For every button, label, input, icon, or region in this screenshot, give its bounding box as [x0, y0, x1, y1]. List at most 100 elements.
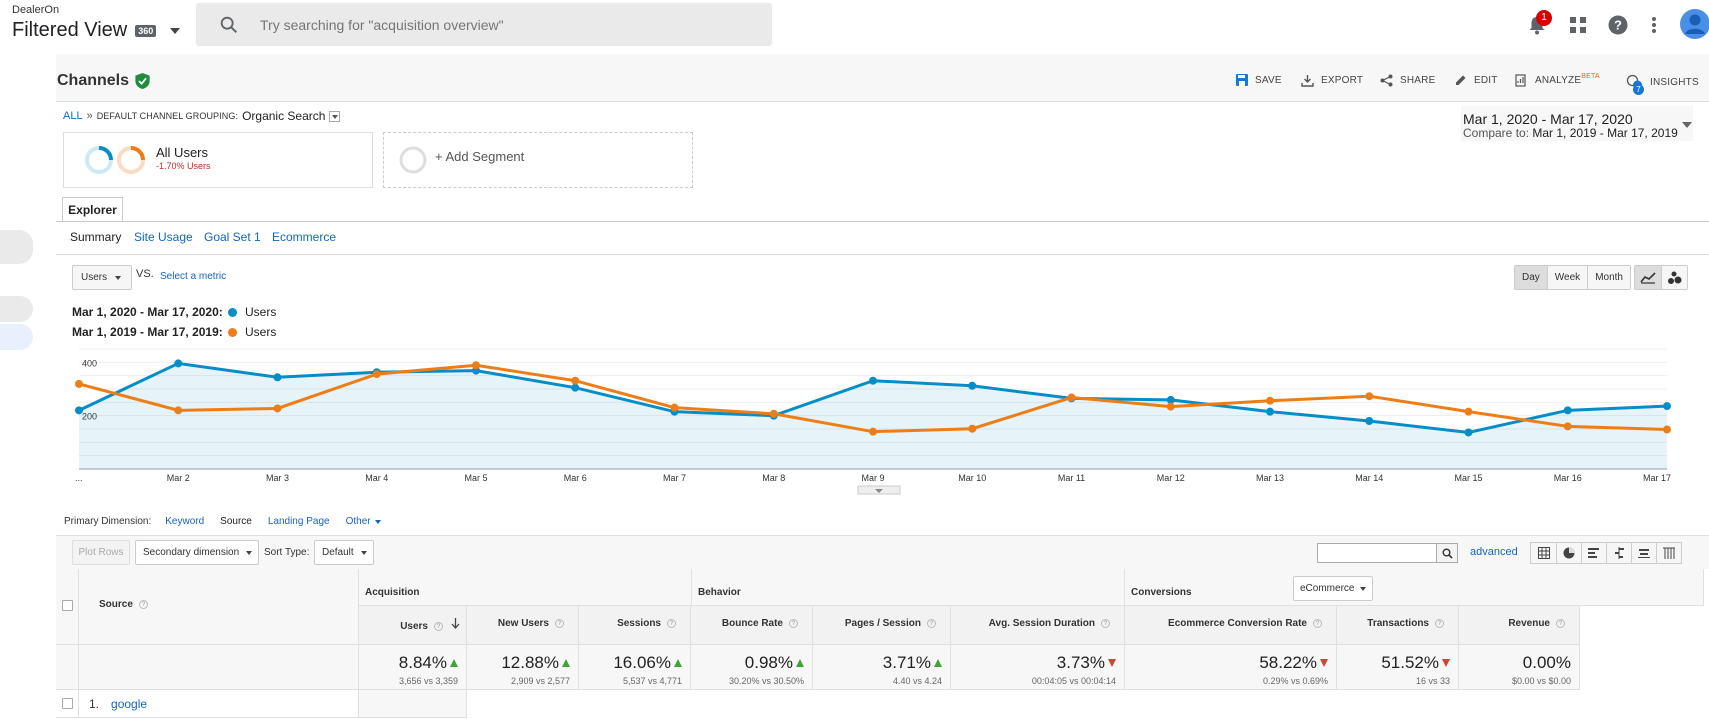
apps-button[interactable] — [1565, 12, 1591, 38]
breadcrumb-all-link[interactable]: ALL — [63, 110, 83, 122]
table-search-button[interactable] — [1436, 543, 1458, 563]
sort-type-dropdown[interactable]: Default — [314, 540, 374, 565]
view-selector[interactable]: Filtered View 360 — [12, 19, 181, 42]
edit-label: EDIT — [1474, 74, 1498, 86]
column-header-transactions[interactable]: Transactions? — [1337, 606, 1459, 645]
column-header-revenue[interactable]: Revenue? — [1459, 606, 1580, 645]
share-label: SHARE — [1400, 75, 1436, 86]
users-line-chart: 200 400... Mar 2 Mar 3 Mar 4 Mar 5 Mar 6 Mar 7 M… — [75, 348, 1671, 495]
select-all-checkbox[interactable] — [62, 600, 73, 611]
help-icon[interactable]: ? — [927, 618, 936, 628]
help-button[interactable]: ? — [1605, 12, 1631, 38]
segment-all-users[interactable]: All Users -1.70% Users — [63, 132, 373, 188]
view-pie-button[interactable] — [1556, 543, 1581, 563]
help-icon[interactable]: ? — [138, 599, 148, 609]
date-range-picker[interactable]: Mar 1, 2020 - Mar 17, 2020 Compare to: M… — [1461, 106, 1693, 141]
empty-segment-icon — [399, 146, 427, 174]
analyze-button[interactable]: ANALYZE BETA — [1515, 73, 1600, 87]
period-day-button[interactable]: Day — [1515, 266, 1547, 289]
conversions-goal-dropdown[interactable]: eCommerce — [1293, 576, 1373, 601]
dimension-keyword[interactable]: Keyword — [165, 516, 205, 527]
help-icon[interactable]: ? — [555, 618, 564, 628]
report-header — [56, 54, 1709, 102]
dimension-source[interactable]: Source — [220, 516, 252, 527]
table-row: 1. google — [79, 690, 359, 718]
analyze-icon — [1515, 74, 1526, 87]
column-header-new-users[interactable]: New Users? — [467, 606, 579, 645]
column-header-label: Pages / Session — [844, 618, 921, 629]
help-icon[interactable]: ? — [1313, 618, 1322, 628]
x-tick-label: Mar 15 — [1454, 473, 1482, 483]
column-header-sessions[interactable]: Sessions? — [579, 606, 691, 645]
save-button[interactable]: SAVE — [1236, 74, 1282, 86]
plot-rows-button[interactable]: Plot Rows — [72, 540, 130, 565]
row-checkbox[interactable] — [62, 698, 73, 709]
view-performance-button[interactable] — [1581, 543, 1606, 563]
motion-chart-button[interactable] — [1661, 266, 1687, 289]
view-term-cloud-button[interactable] — [1631, 543, 1656, 563]
metric-dropdown[interactable]: Users — [72, 265, 132, 290]
help-icon[interactable]: ? — [434, 621, 443, 631]
add-segment-button[interactable]: + Add Segment — [383, 132, 693, 188]
help-icon[interactable]: ? — [1556, 618, 1565, 628]
search-bar[interactable] — [196, 3, 772, 46]
source-column-header[interactable]: Source? — [79, 569, 359, 645]
subtab-site-usage[interactable]: Site Usage — [134, 230, 193, 244]
help-icon[interactable]: ? — [667, 618, 676, 628]
subtab-summary[interactable]: Summary — [70, 230, 122, 244]
nav-stub[interactable] — [0, 296, 33, 322]
column-header-ecommerce-conversion-rate[interactable]: Ecommerce Conversion Rate? — [1125, 606, 1337, 645]
grid-icon — [1537, 547, 1550, 559]
nav-stub[interactable] — [0, 230, 33, 264]
dimension-other-label: Other — [345, 516, 371, 527]
help-icon[interactable]: ? — [1435, 618, 1444, 628]
x-tick-label: Mar 13 — [1256, 473, 1284, 483]
edit-button[interactable]: EDIT — [1455, 74, 1498, 86]
view-data-button[interactable] — [1531, 543, 1556, 563]
data-point — [1166, 395, 1175, 404]
row-source-link[interactable]: google — [111, 697, 148, 711]
search-input[interactable] — [260, 16, 740, 33]
chevron-down-icon — [170, 27, 181, 34]
column-header-avg-session-duration[interactable]: Avg. Session Duration? — [951, 606, 1125, 645]
more-menu-button[interactable] — [1641, 12, 1667, 38]
x-tick-label: Mar 3 — [266, 473, 289, 483]
line-chart-button[interactable] — [1635, 266, 1661, 289]
tab-explorer[interactable]: Explorer — [62, 197, 123, 222]
sort-desc-icon[interactable] — [451, 618, 460, 632]
breadcrumb-dropdown[interactable] — [329, 110, 341, 122]
secondary-dimension-label: Secondary dimension — [143, 547, 240, 558]
x-tick-label: Mar 9 — [861, 473, 884, 483]
dimension-landing-page[interactable]: Landing Page — [267, 516, 330, 527]
column-header-users[interactable]: Users? — [359, 606, 467, 645]
period-week-button[interactable]: Week — [1546, 266, 1588, 289]
advanced-filter-link[interactable]: advanced — [1470, 546, 1518, 558]
total-comparison: 0.29% vs 0.69% — [1262, 676, 1328, 686]
period-month-button[interactable]: Month — [1587, 266, 1630, 289]
export-button[interactable]: EXPORT — [1301, 74, 1363, 87]
help-icon[interactable]: ? — [789, 618, 798, 628]
dimension-other[interactable]: Other — [346, 516, 381, 527]
view-pivot-button[interactable] — [1656, 543, 1681, 563]
help-icon[interactable]: ? — [1101, 618, 1110, 628]
data-point — [1563, 422, 1572, 431]
column-header-pages-session[interactable]: Pages / Session? — [813, 606, 951, 645]
chevron-down-icon — [374, 519, 381, 524]
total-ecommerce-conversion-rate: 58.22% 0.29% vs 0.69% — [1125, 645, 1337, 690]
column-header-bounce-rate[interactable]: Bounce Rate? — [691, 606, 813, 645]
nav-stub-active[interactable] — [0, 324, 33, 350]
bubble-icon — [1667, 271, 1681, 284]
data-point — [372, 370, 381, 379]
group-acquisition: Acquisition — [359, 569, 692, 606]
subtab-goal-set-1[interactable]: Goal Set 1 — [204, 230, 261, 244]
account-avatar[interactable] — [1680, 9, 1709, 39]
legend-metric: Users — [245, 305, 277, 319]
view-comparison-button[interactable] — [1606, 543, 1631, 563]
select-metric-link[interactable]: Select a metric — [160, 271, 227, 282]
subtab-ecommerce[interactable]: Ecommerce — [272, 230, 337, 244]
arrow-down-icon — [1442, 659, 1450, 667]
share-button[interactable]: SHARE — [1380, 74, 1435, 87]
secondary-dimension-dropdown[interactable]: Secondary dimension — [135, 540, 259, 565]
avatar-icon — [1680, 9, 1709, 39]
table-search-input[interactable] — [1317, 543, 1437, 563]
